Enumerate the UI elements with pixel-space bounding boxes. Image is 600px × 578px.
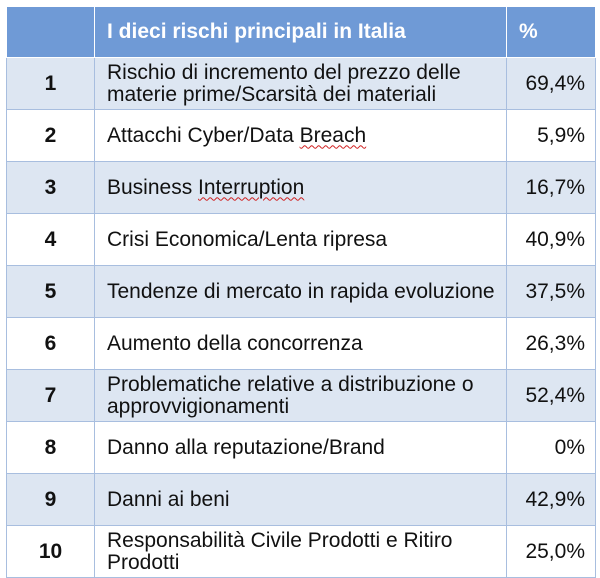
risk-description-text: Responsabilità Civile Prodotti e Ritiro … [107,528,453,574]
risk-percentage: 69,4% [506,57,596,110]
risk-description: Rischio di incremento del prezzo delle m… [94,57,507,110]
risk-description-text: Business [107,175,199,199]
table-row: 3 Business Interruption 16,7% [6,161,596,214]
risk-percentage: 37,5% [506,265,596,318]
risk-description-text: Aumento della concorrenza [107,331,363,355]
table-row: 6 Aumento della concorrenza 26,3% [6,317,596,370]
table-row: 10 Responsabilità Civile Prodotti e Ritir… [6,525,596,578]
table-row: 2 Attacchi Cyber/Data Breach 5,9% [6,109,596,162]
table-row: 8 Danno alla reputazione/Brand 0% [6,421,596,474]
table-row: 5 Tendenze di mercato in rapida evoluzion… [6,265,596,318]
table-row: 9 Danni ai beni 42,9% [6,473,596,526]
risk-description-text: Danno alla reputazione/Brand [107,435,385,459]
risk-rank: 10 [6,525,95,578]
risk-description: Attacchi Cyber/Data Breach [94,109,507,162]
header-rank-cell [6,6,95,58]
risk-description-text: Crisi Economica/Lenta ripresa [107,227,388,251]
risk-rank: 7 [6,369,95,422]
risk-description: Responsabilità Civile Prodotti e Ritiro … [94,525,507,578]
risk-rank: 8 [6,421,95,474]
table-row: 7 Problematiche relative a distribuzione … [6,369,596,422]
risk-percentage: 5,9% [506,109,596,162]
risk-description: Tendenze di mercato in rapida evoluzione [94,265,507,318]
table-row: 1 Rischio di incremento del prezzo delle … [6,57,596,110]
header-percent-cell: % [506,6,596,58]
risk-description-text: Tendenze di mercato in rapida evoluzione [107,279,495,303]
risk-percentage: 40,9% [506,213,596,266]
table-header-row: I dieci rischi principali in Italia % [6,6,596,58]
table-row: 4 Crisi Economica/Lenta ripresa 40,9% [6,213,596,266]
risk-percentage: 25,0% [506,525,596,578]
risk-rank: 6 [6,317,95,370]
table-body: 1 Rischio di incremento del prezzo delle … [6,57,596,578]
risk-rank: 2 [6,109,95,162]
risk-description: Danni ai beni [94,473,507,526]
risk-percentage: 42,9% [506,473,596,526]
risk-description-text: Attacchi Cyber/Data [107,123,300,147]
risk-description: Business Interruption [94,161,507,214]
risk-description: Crisi Economica/Lenta ripresa [94,213,507,266]
risk-percentage: 52,4% [506,369,596,422]
risk-rank: 5 [6,265,95,318]
spellcheck-flagged-word: Breach [299,123,367,147]
risk-percentage: 26,3% [506,317,596,370]
risk-rank: 4 [6,213,95,266]
risk-description-text: Danni ai beni [107,487,230,511]
risk-description-text: Problematiche relative a distribuzione o… [107,372,474,418]
risk-rank: 1 [6,57,95,110]
risk-percentage: 0% [506,421,596,474]
risk-description: Problematiche relative a distribuzione o… [94,369,507,422]
risk-description-text: Rischio di incremento del prezzo delle m… [107,60,461,106]
risk-rank: 3 [6,161,95,214]
risk-description: Danno alla reputazione/Brand [94,421,507,474]
spellcheck-flagged-word: Interruption [198,175,305,199]
risk-percentage: 16,7% [506,161,596,214]
risk-rank: 9 [6,473,95,526]
risk-description: Aumento della concorrenza [94,317,507,370]
table-title: I dieci rischi principali in Italia [94,6,507,58]
